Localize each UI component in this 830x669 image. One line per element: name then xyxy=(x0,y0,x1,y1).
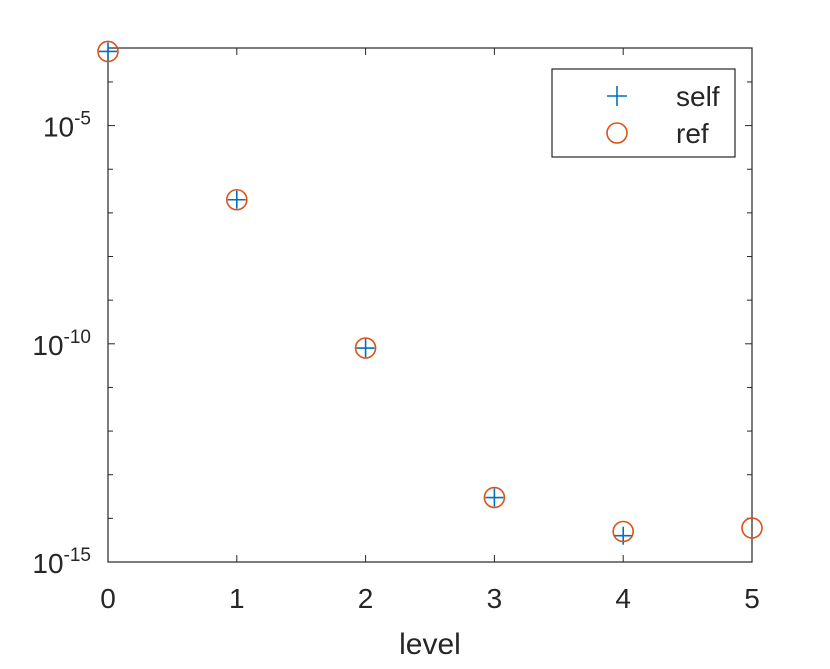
marker-ref xyxy=(354,337,377,359)
marker-self xyxy=(356,339,375,358)
legend-marker-ref xyxy=(606,122,628,144)
axis-ticks xyxy=(107,48,753,563)
marker-ref xyxy=(226,188,248,211)
marker-ref xyxy=(741,517,763,539)
data-markers xyxy=(97,40,763,545)
y-tick-label: 10-15 xyxy=(32,545,91,579)
marker-ref xyxy=(483,486,506,509)
marker-self xyxy=(99,42,117,61)
legend-marker-self xyxy=(607,86,627,106)
y-tick-label: 10-5 xyxy=(43,109,91,143)
legend-label-self: self xyxy=(676,81,720,112)
marker-self xyxy=(227,190,246,209)
x-tick-label: 2 xyxy=(358,583,374,614)
x-tick-label: 0 xyxy=(100,583,116,614)
legend-box xyxy=(551,68,736,158)
x-tick-label: 3 xyxy=(487,583,503,614)
x-tick-label: 5 xyxy=(744,583,760,614)
y-tick-label: 10-10 xyxy=(32,327,91,361)
y-tick-labels: 10-5 10-10 10-15 xyxy=(32,109,91,579)
x-tick-label: 4 xyxy=(615,583,631,614)
x-tick-label: 1 xyxy=(229,583,245,614)
x-tick-labels: 0 1 2 3 4 5 xyxy=(100,583,760,614)
marker-ref xyxy=(97,40,119,63)
legend-label-ref: ref xyxy=(676,118,709,149)
legend: self ref xyxy=(551,68,736,158)
x-axis-label: level xyxy=(399,628,461,661)
marker-ref xyxy=(612,520,635,543)
marker-self xyxy=(485,488,504,507)
